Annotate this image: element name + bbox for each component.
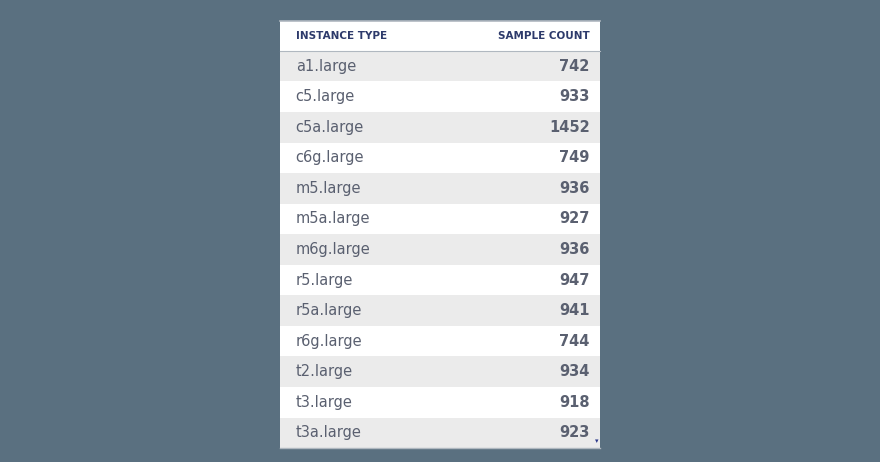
Text: 933: 933 — [559, 89, 590, 104]
Text: c6g.large: c6g.large — [296, 150, 364, 165]
Text: 947: 947 — [559, 273, 590, 287]
Text: r5a.large: r5a.large — [296, 303, 362, 318]
Text: m5.large: m5.large — [296, 181, 361, 196]
Text: t2.large: t2.large — [296, 364, 353, 379]
Text: t3.large: t3.large — [296, 395, 353, 410]
Text: 941: 941 — [559, 303, 590, 318]
Text: 923: 923 — [559, 426, 590, 440]
Text: 749: 749 — [559, 150, 590, 165]
Text: 934: 934 — [559, 364, 590, 379]
Text: INSTANCE TYPE: INSTANCE TYPE — [296, 31, 387, 41]
Text: 918: 918 — [559, 395, 590, 410]
Text: r5.large: r5.large — [296, 273, 353, 287]
Text: r6g.large: r6g.large — [296, 334, 363, 349]
Text: a1.large: a1.large — [296, 59, 356, 73]
Text: 742: 742 — [559, 59, 590, 73]
Text: t3a.large: t3a.large — [296, 426, 362, 440]
Text: 927: 927 — [559, 212, 590, 226]
Text: c5a.large: c5a.large — [296, 120, 364, 135]
Text: c5.large: c5.large — [296, 89, 355, 104]
Text: 936: 936 — [559, 181, 590, 196]
Text: 936: 936 — [559, 242, 590, 257]
Text: SAMPLE COUNT: SAMPLE COUNT — [498, 31, 590, 41]
Text: m6g.large: m6g.large — [296, 242, 370, 257]
Text: ▾: ▾ — [595, 438, 598, 444]
Text: m5a.large: m5a.large — [296, 212, 370, 226]
Text: 1452: 1452 — [549, 120, 590, 135]
Text: 744: 744 — [559, 334, 590, 349]
